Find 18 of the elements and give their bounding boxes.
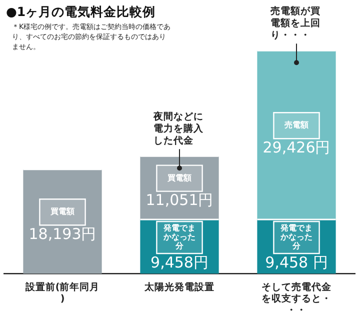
x-tick-label: 太陽光発電設置 [144,280,214,293]
annotation: 夜間などに電力を購入した代金 [152,110,204,146]
annotation: 売電額が買電額を上回り・・・ [270,4,320,41]
data-label: 11,051円 [146,191,214,210]
data-label: 29,426円 [262,138,330,156]
text: 買電額 [50,207,74,216]
data-label: 9,458円 [150,253,208,272]
bar [257,50,336,220]
x-tick-label: 設置前(前年同月) [24,280,100,304]
chart-title: ●1ヶ月の電気料金比較例 [6,4,156,21]
x-tick-label: そして売電代金を収支すると・・・ [262,280,332,316]
data-label: 9,458 円 [265,253,328,272]
bar [23,169,102,274]
text: 発電でまかなった分 [280,224,312,251]
data-label: 18,193円 [28,224,96,243]
series-label: 発電でまかなった分 [162,224,196,251]
series-label: 売電額 [284,120,308,130]
series-label: 買電額 [166,173,192,182]
